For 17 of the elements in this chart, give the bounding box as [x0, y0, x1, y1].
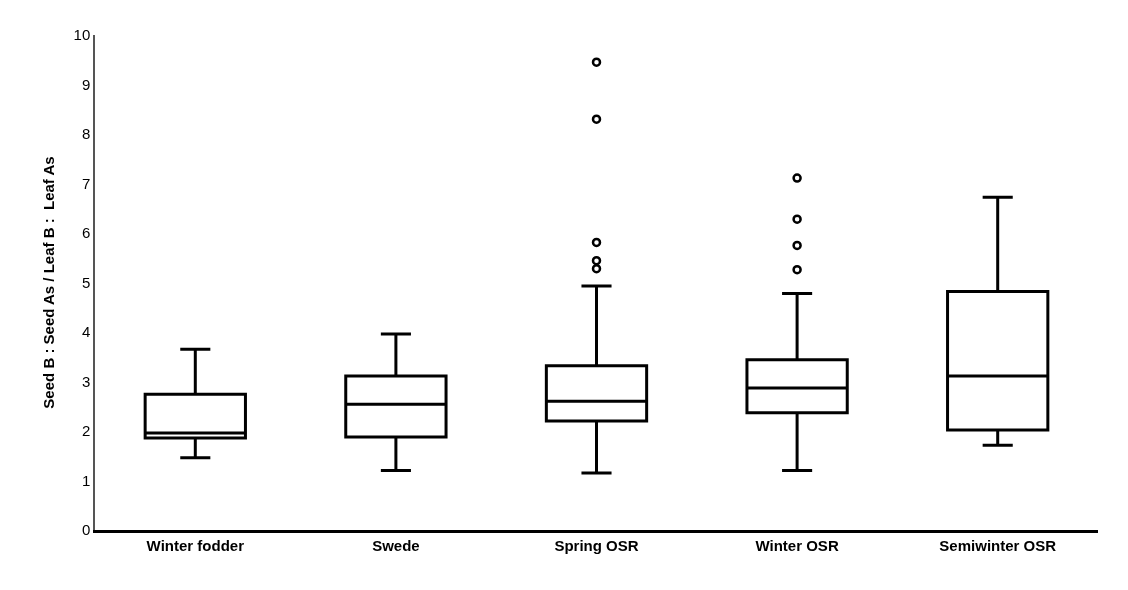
y-tick-label: 1 — [81, 471, 91, 489]
y-tick-label: 7 — [81, 174, 91, 192]
y-axis-title: Seed B : Seed As / Leaf B : Leaf As — [40, 156, 58, 409]
y-tick-label: 6 — [81, 224, 91, 242]
x-tick-label: Semiwinter OSR — [939, 537, 1057, 554]
y-tick-label: 4 — [81, 323, 91, 341]
x-tick-label: Winter fodder — [146, 537, 245, 554]
y-tick-label: 10 — [73, 26, 91, 44]
y-tick-label: 8 — [81, 125, 91, 143]
y-tick-label: 5 — [81, 273, 91, 291]
x-tick-label: Swede — [372, 537, 420, 554]
x-tick-label: Spring OSR — [554, 537, 639, 554]
x-tick-label: Winter OSR — [755, 537, 839, 554]
y-tick-label: 9 — [81, 75, 91, 93]
y-tick-label: 0 — [81, 521, 91, 539]
y-tick-label: 2 — [81, 422, 91, 440]
y-tick-label: 3 — [81, 372, 91, 390]
